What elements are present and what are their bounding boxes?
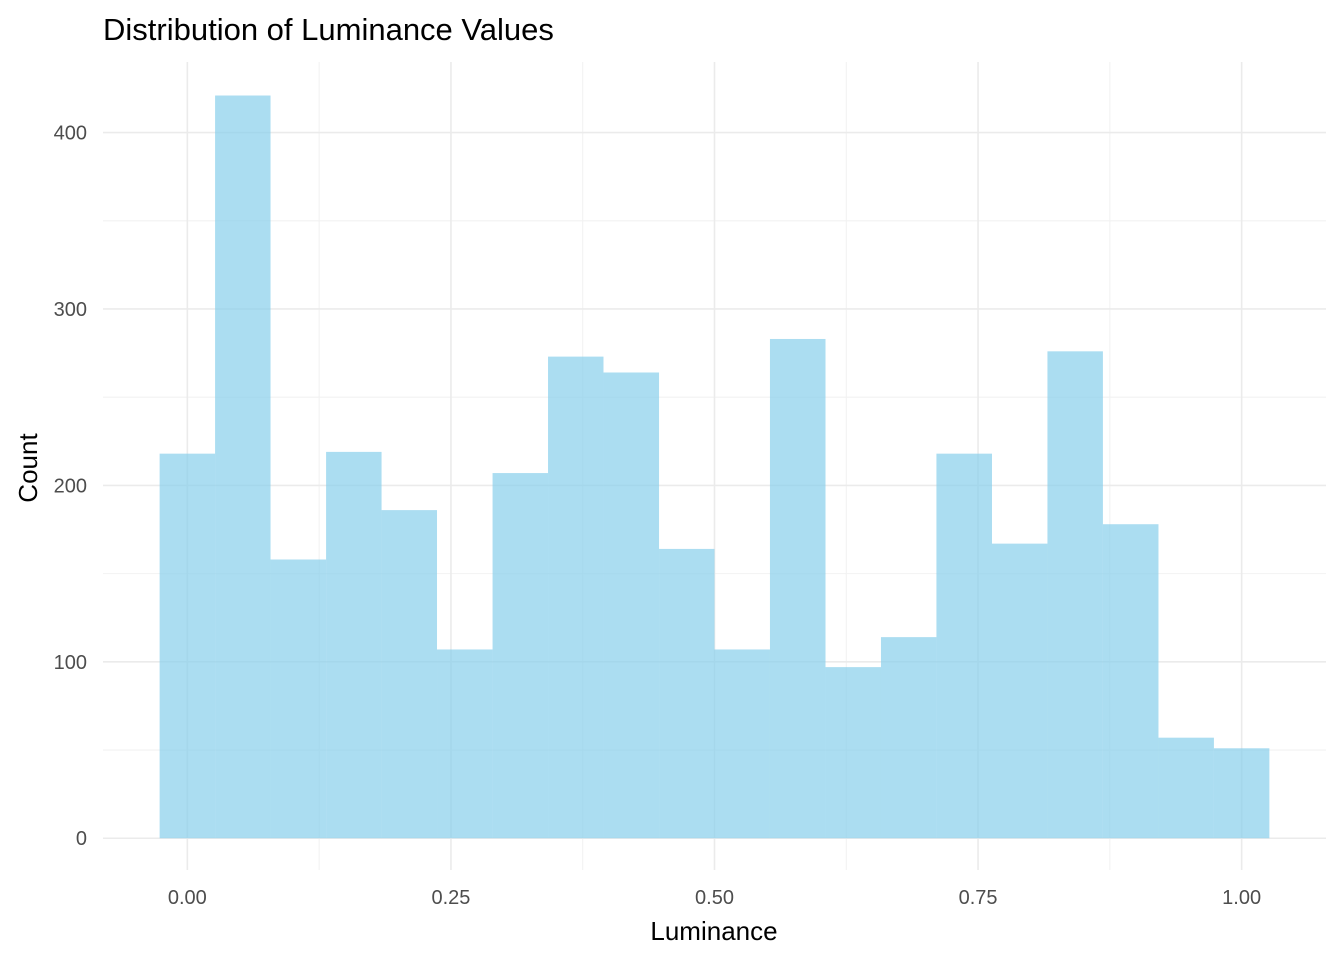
- histogram-bar: [326, 451, 382, 839]
- histogram-bar: [270, 559, 327, 839]
- bars: [159, 95, 1270, 839]
- histogram-bar: [659, 548, 715, 839]
- x-tick-label: 0.00: [168, 887, 207, 909]
- x-tick-label: 0.75: [959, 887, 998, 909]
- histogram-bar: [603, 372, 660, 839]
- histogram-bar: [548, 356, 604, 839]
- histogram-bar: [991, 543, 1048, 839]
- y-axis-title: Count: [13, 433, 43, 503]
- histogram-bar: [492, 473, 549, 839]
- histogram-bar: [936, 453, 992, 839]
- x-tick-label: 1.00: [1222, 887, 1261, 909]
- histogram-bar: [714, 649, 770, 839]
- histogram-bar: [880, 637, 937, 839]
- y-tick-label: 0: [76, 828, 87, 850]
- histogram-bar: [215, 95, 271, 839]
- histogram-bar: [1213, 748, 1270, 839]
- y-tick-label: 100: [54, 652, 87, 674]
- histogram-bar: [825, 667, 881, 839]
- x-tick-label: 0.50: [695, 887, 734, 909]
- y-axis-ticks: 0 100 200 300 400: [54, 123, 87, 851]
- y-tick-label: 300: [54, 299, 87, 321]
- y-tick-label: 400: [54, 123, 87, 145]
- x-tick-label: 0.25: [431, 887, 470, 909]
- histogram-bar: [769, 338, 826, 839]
- histogram-bar: [1158, 737, 1214, 839]
- histogram-bar: [159, 453, 216, 839]
- y-tick-label: 200: [54, 475, 87, 497]
- chart-title: Distribution of Luminance Values: [103, 12, 554, 47]
- histogram-bar: [381, 510, 438, 839]
- x-axis-title: Luminance: [650, 916, 777, 946]
- histogram-bar: [1047, 351, 1103, 839]
- histogram-bar: [1102, 524, 1159, 839]
- x-axis-ticks: 0.00 0.25 0.50 0.75 1.00: [168, 887, 1261, 909]
- histogram-bar: [437, 649, 493, 839]
